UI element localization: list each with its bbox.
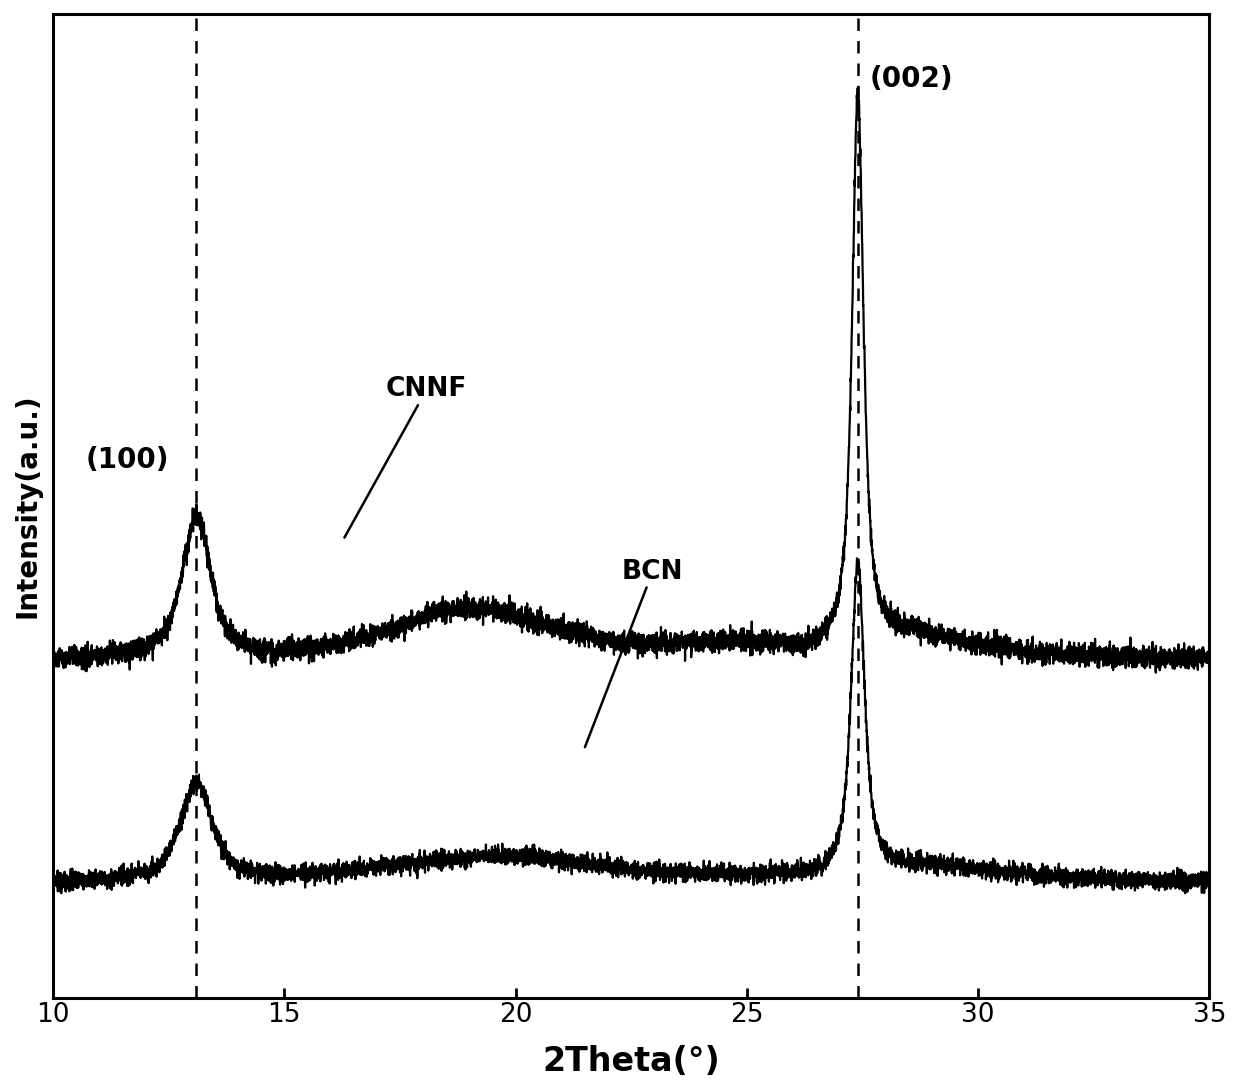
Text: CNNF: CNNF: [345, 377, 467, 537]
X-axis label: 2Theta(°): 2Theta(°): [542, 1045, 720, 1078]
Text: (002): (002): [869, 64, 954, 93]
Text: (100): (100): [86, 446, 169, 474]
Text: BCN: BCN: [585, 559, 683, 747]
Y-axis label: Intensity(a.u.): Intensity(a.u.): [14, 393, 42, 618]
